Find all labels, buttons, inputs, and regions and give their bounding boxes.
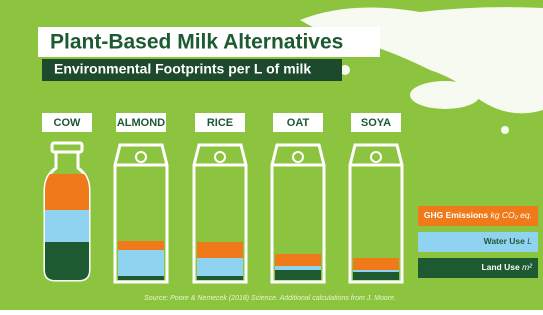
segment [353,270,399,272]
segment [353,258,399,270]
category-label: RICE [207,117,233,129]
segment [118,241,164,250]
segment [118,276,164,280]
segment [353,272,399,280]
segment [197,276,243,280]
legend-label: GHG Emissions kg CO₂ eq. [424,210,532,220]
segment [275,266,321,270]
segment [44,210,90,242]
source: Source: Poore & Nemecek (2018) Science. … [144,295,396,302]
legend-name: Land Use [481,262,520,272]
category-label: OAT [287,117,310,129]
segment [118,250,164,276]
legend-label: Water Use L [484,236,533,246]
chart-title: Plant-Based Milk Alternatives [50,31,343,54]
category-label: ALMOND [117,117,165,129]
legend-unit: L [527,236,532,246]
legend-label: Land Use m² [481,262,533,272]
segment [44,242,90,280]
segment [275,270,321,280]
legend-unit: kg CO₂ eq. [490,210,532,220]
segment [44,174,90,210]
chart-subtitle: Environmental Footprints per L of milk [54,61,311,77]
legend-name: GHG Emissions [424,210,489,220]
legend-unit: m² [522,262,533,272]
legend-name: Water Use [484,236,526,246]
segment [197,242,243,258]
segment [197,258,243,276]
page: {"chart_data": {"type": "container", "ti… [0,0,543,315]
category-label: SOYA [361,117,391,129]
category-label: COW [54,117,82,129]
chart: Plant-Based Milk Alternatives Environmen… [0,0,543,310]
segment [275,254,321,266]
